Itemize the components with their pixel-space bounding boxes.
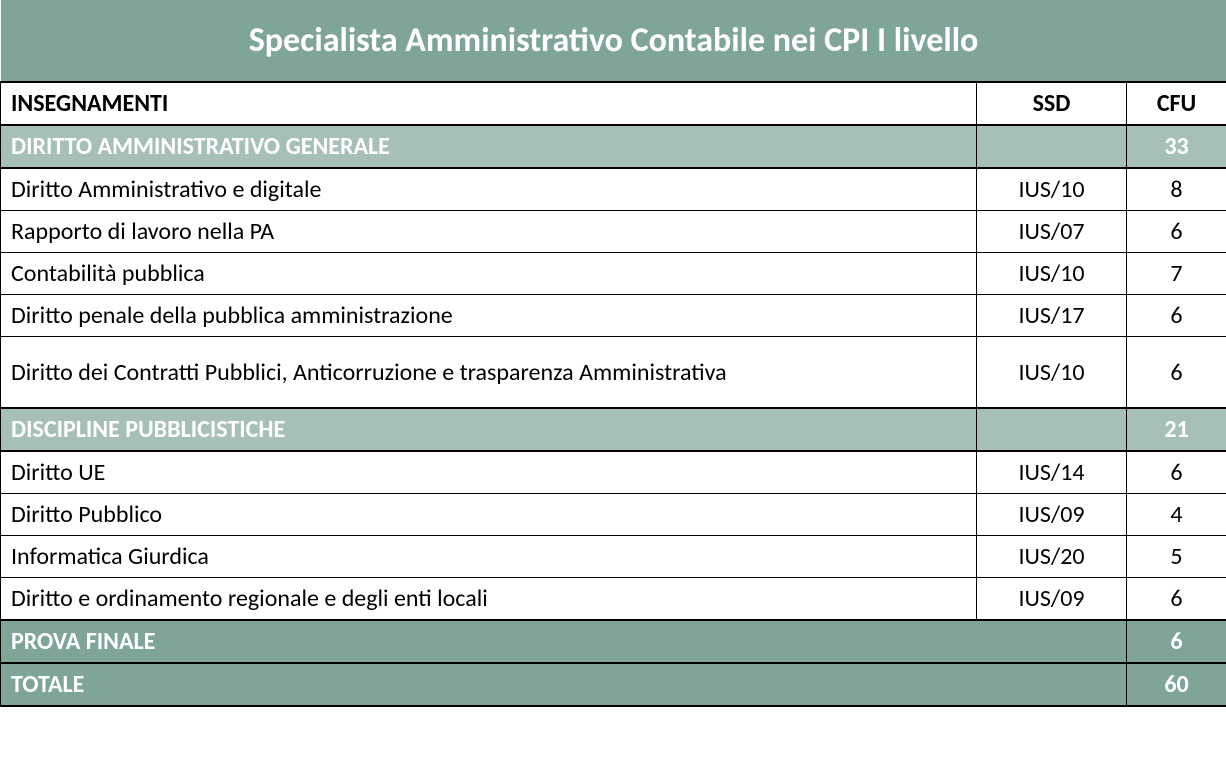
course-cfu: 4 bbox=[1127, 494, 1226, 536]
course-table: Specialista Amministrativo Contabile nei… bbox=[0, 0, 1226, 707]
course-table-container: Specialista Amministrativo Contabile nei… bbox=[0, 0, 1226, 707]
section-label: DIRITTO AMMINISTRATIVO GENERALE bbox=[1, 125, 977, 168]
course-name: Diritto penale della pubblica amministra… bbox=[1, 295, 977, 337]
course-cfu: 6 bbox=[1127, 451, 1226, 494]
course-name: Diritto e ordinamento regionale e degli … bbox=[1, 578, 977, 621]
course-ssd: IUS/10 bbox=[977, 168, 1127, 211]
table-row: Informatica Giurdica IUS/20 5 bbox=[1, 536, 1226, 578]
table-row: Rapporto di lavoro nella PA IUS/07 6 bbox=[1, 211, 1226, 253]
section-row: DIRITTO AMMINISTRATIVO GENERALE 33 bbox=[1, 125, 1226, 168]
course-name: Diritto dei Contratti Pubblici, Anticorr… bbox=[1, 337, 977, 409]
table-row: Diritto dei Contratti Pubblici, Anticorr… bbox=[1, 337, 1226, 409]
section-ssd bbox=[977, 125, 1127, 168]
course-name: Diritto Amministrativo e digitale bbox=[1, 168, 977, 211]
table-row: Contabilità pubblica IUS/10 7 bbox=[1, 253, 1226, 295]
course-cfu: 6 bbox=[1127, 295, 1226, 337]
course-cfu: 7 bbox=[1127, 253, 1226, 295]
course-cfu: 6 bbox=[1127, 337, 1226, 409]
table-row: Diritto UE IUS/14 6 bbox=[1, 451, 1226, 494]
course-cfu: 6 bbox=[1127, 211, 1226, 253]
totale-label: TOTALE bbox=[1, 663, 1127, 706]
section-ssd bbox=[977, 408, 1127, 451]
course-name: Informatica Giurdica bbox=[1, 536, 977, 578]
course-ssd: IUS/20 bbox=[977, 536, 1127, 578]
table-row: Diritto Amministrativo e digitale IUS/10… bbox=[1, 168, 1226, 211]
table-row: Diritto e ordinamento regionale e degli … bbox=[1, 578, 1226, 621]
course-name: Diritto UE bbox=[1, 451, 977, 494]
course-ssd: IUS/17 bbox=[977, 295, 1127, 337]
course-ssd: IUS/09 bbox=[977, 494, 1127, 536]
prova-finale-cfu: 6 bbox=[1127, 620, 1226, 663]
table-row: Diritto penale della pubblica amministra… bbox=[1, 295, 1226, 337]
header-cfu: CFU bbox=[1127, 82, 1226, 125]
course-cfu: 5 bbox=[1127, 536, 1226, 578]
prova-finale-row: PROVA FINALE 6 bbox=[1, 620, 1226, 663]
prova-finale-label: PROVA FINALE bbox=[1, 620, 1127, 663]
course-name: Contabilità pubblica bbox=[1, 253, 977, 295]
table-row: Diritto Pubblico IUS/09 4 bbox=[1, 494, 1226, 536]
totale-row: TOTALE 60 bbox=[1, 663, 1226, 706]
section-row: DISCIPLINE PUBBLICISTICHE 21 bbox=[1, 408, 1226, 451]
course-name: Diritto Pubblico bbox=[1, 494, 977, 536]
course-cfu: 6 bbox=[1127, 578, 1226, 621]
section-cfu: 21 bbox=[1127, 408, 1226, 451]
section-label: DISCIPLINE PUBBLICISTICHE bbox=[1, 408, 977, 451]
course-ssd: IUS/14 bbox=[977, 451, 1127, 494]
course-ssd: IUS/09 bbox=[977, 578, 1127, 621]
course-ssd: IUS/07 bbox=[977, 211, 1127, 253]
section-cfu: 33 bbox=[1127, 125, 1226, 168]
table-header-row: INSEGNAMENTI SSD CFU bbox=[1, 82, 1226, 125]
course-name: Rapporto di lavoro nella PA bbox=[1, 211, 977, 253]
course-ssd: IUS/10 bbox=[977, 337, 1127, 409]
course-cfu: 8 bbox=[1127, 168, 1226, 211]
course-ssd: IUS/10 bbox=[977, 253, 1127, 295]
table-title: Specialista Amministrativo Contabile nei… bbox=[1, 0, 1226, 82]
header-ssd: SSD bbox=[977, 82, 1127, 125]
header-insegnamenti: INSEGNAMENTI bbox=[1, 82, 977, 125]
totale-cfu: 60 bbox=[1127, 663, 1226, 706]
table-title-row: Specialista Amministrativo Contabile nei… bbox=[1, 0, 1226, 82]
